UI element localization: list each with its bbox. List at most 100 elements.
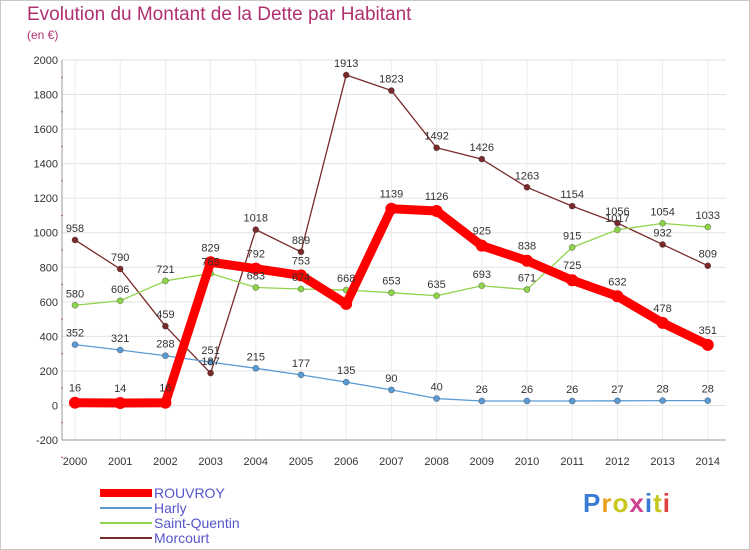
data-label-harly: 28: [702, 384, 714, 396]
data-label-morcourt: 1056: [605, 206, 629, 218]
data-label-rouvroy: 1139: [380, 189, 404, 201]
data-point-rouvroy: [521, 254, 533, 267]
legend-swatch: [100, 537, 152, 539]
y-tick-label: 1400: [34, 159, 58, 171]
data-label-rouvroy: 351: [699, 325, 717, 337]
data-point-harly: [387, 386, 395, 394]
data-label-saint-quentin: 1054: [650, 206, 674, 218]
data-point-saint-quentin: [523, 286, 531, 293]
x-tick-label: 2000: [63, 456, 87, 468]
data-point-morcourt: [433, 144, 441, 152]
data-label-harly: 251: [201, 345, 219, 357]
data-label-saint-quentin: 693: [473, 269, 491, 281]
data-label-saint-quentin: 671: [518, 273, 536, 285]
data-label-harly: 177: [292, 358, 310, 370]
data-label-rouvroy: 1126: [425, 191, 449, 203]
data-point-rouvroy: [566, 274, 579, 287]
y-tick-label: 800: [40, 262, 58, 274]
data-point-morcourt: [523, 183, 531, 191]
chart-title: Evolution du Montant de la Dette par Hab…: [27, 4, 412, 25]
data-point-harly: [71, 341, 79, 349]
y-tick-label: 600: [40, 297, 58, 309]
data-label-saint-quentin: 1033: [696, 210, 720, 222]
data-point-harly: [704, 397, 712, 405]
data-point-rouvroy: [159, 396, 172, 409]
data-label-saint-quentin: 915: [563, 230, 581, 242]
x-tick-label: 2007: [379, 456, 403, 468]
data-label-rouvroy: 829: [201, 242, 219, 254]
data-point-rouvroy: [204, 256, 217, 269]
data-label-morcourt: 459: [156, 309, 174, 321]
legend-swatch: [100, 522, 152, 524]
data-point-rouvroy: [114, 397, 127, 410]
x-tick-label: 2008: [424, 456, 448, 468]
data-label-rouvroy: 792: [247, 249, 265, 261]
data-label-morcourt: 1492: [424, 131, 448, 143]
logo-letter: i: [644, 488, 654, 518]
data-label-rouvroy: 925: [473, 226, 491, 238]
data-point-morcourt: [568, 202, 576, 210]
x-tick-label: 2012: [605, 456, 629, 468]
legend-item-morcourt: Morcourt: [100, 530, 360, 546]
data-label-saint-quentin: 683: [247, 270, 265, 282]
legend-item-saint-quentin: Saint-Quentin: [100, 515, 360, 531]
x-tick-label: 2013: [650, 456, 674, 468]
x-tick-label: 2001: [108, 456, 132, 468]
data-point-rouvroy: [249, 262, 262, 275]
data-point-morcourt: [297, 248, 305, 256]
data-label-rouvroy: 16: [159, 383, 171, 395]
data-point-saint-quentin: [297, 285, 305, 293]
data-point-morcourt: [478, 155, 486, 163]
data-label-harly: 352: [66, 328, 84, 340]
data-point-saint-quentin: [252, 284, 260, 291]
data-label-rouvroy: 16: [69, 383, 81, 395]
legend-label: Morcourt: [154, 530, 210, 546]
data-point-rouvroy: [69, 396, 81, 409]
logo-letter: P: [583, 488, 602, 518]
data-label-morcourt: 1263: [515, 170, 539, 182]
logo-letter: o: [612, 488, 630, 518]
x-tick-label: 2011: [560, 456, 584, 468]
data-label-morcourt: 1426: [470, 142, 494, 154]
data-point-rouvroy: [656, 316, 669, 329]
data-point-saint-quentin: [387, 289, 395, 297]
y-tick-label: 400: [40, 331, 58, 343]
legend-label: Saint-Quentin: [154, 515, 240, 531]
legend-item-harly: Harly: [100, 500, 360, 516]
logo-letter: x: [629, 488, 645, 518]
data-point-rouvroy: [611, 290, 624, 303]
proxiti-logo: Proxiti: [583, 488, 671, 519]
data-label-morcourt: 790: [111, 252, 129, 264]
data-label-harly: 28: [656, 384, 668, 396]
y-tick-label: -200: [36, 435, 58, 447]
data-point-morcourt: [659, 241, 666, 248]
data-label-saint-quentin: 1017: [605, 213, 629, 225]
data-point-harly: [659, 397, 666, 405]
data-point-harly: [614, 397, 621, 405]
data-label-morcourt: 889: [292, 235, 310, 247]
data-label-saint-quentin: 580: [66, 288, 84, 300]
data-point-morcourt: [342, 71, 350, 79]
x-tick-label: 2002: [153, 456, 177, 468]
data-label-harly: 135: [337, 365, 355, 377]
legend: ROUVROY Harly Saint-Quentin Morcourt: [100, 485, 360, 546]
chart-subtitle: (en €): [27, 28, 59, 42]
data-label-morcourt: 1154: [560, 189, 584, 201]
y-tick-label: 1200: [34, 193, 58, 205]
data-point-saint-quentin: [659, 219, 666, 227]
data-label-harly: 26: [566, 384, 578, 396]
data-label-harly: 27: [611, 384, 623, 396]
y-tick-label: 2000: [34, 55, 58, 67]
data-label-morcourt: 809: [699, 249, 717, 261]
data-label-saint-quentin: 674: [292, 272, 310, 284]
data-point-saint-quentin: [433, 292, 441, 300]
y-tick-label: 0: [52, 400, 58, 412]
x-tick-label: 2004: [244, 456, 268, 468]
data-label-saint-quentin: 765: [201, 256, 219, 268]
data-point-rouvroy: [430, 204, 443, 217]
data-point-saint-quentin: [116, 297, 124, 305]
data-label-morcourt: 958: [66, 223, 84, 235]
data-point-saint-quentin: [478, 282, 486, 290]
data-point-saint-quentin: [71, 301, 79, 309]
